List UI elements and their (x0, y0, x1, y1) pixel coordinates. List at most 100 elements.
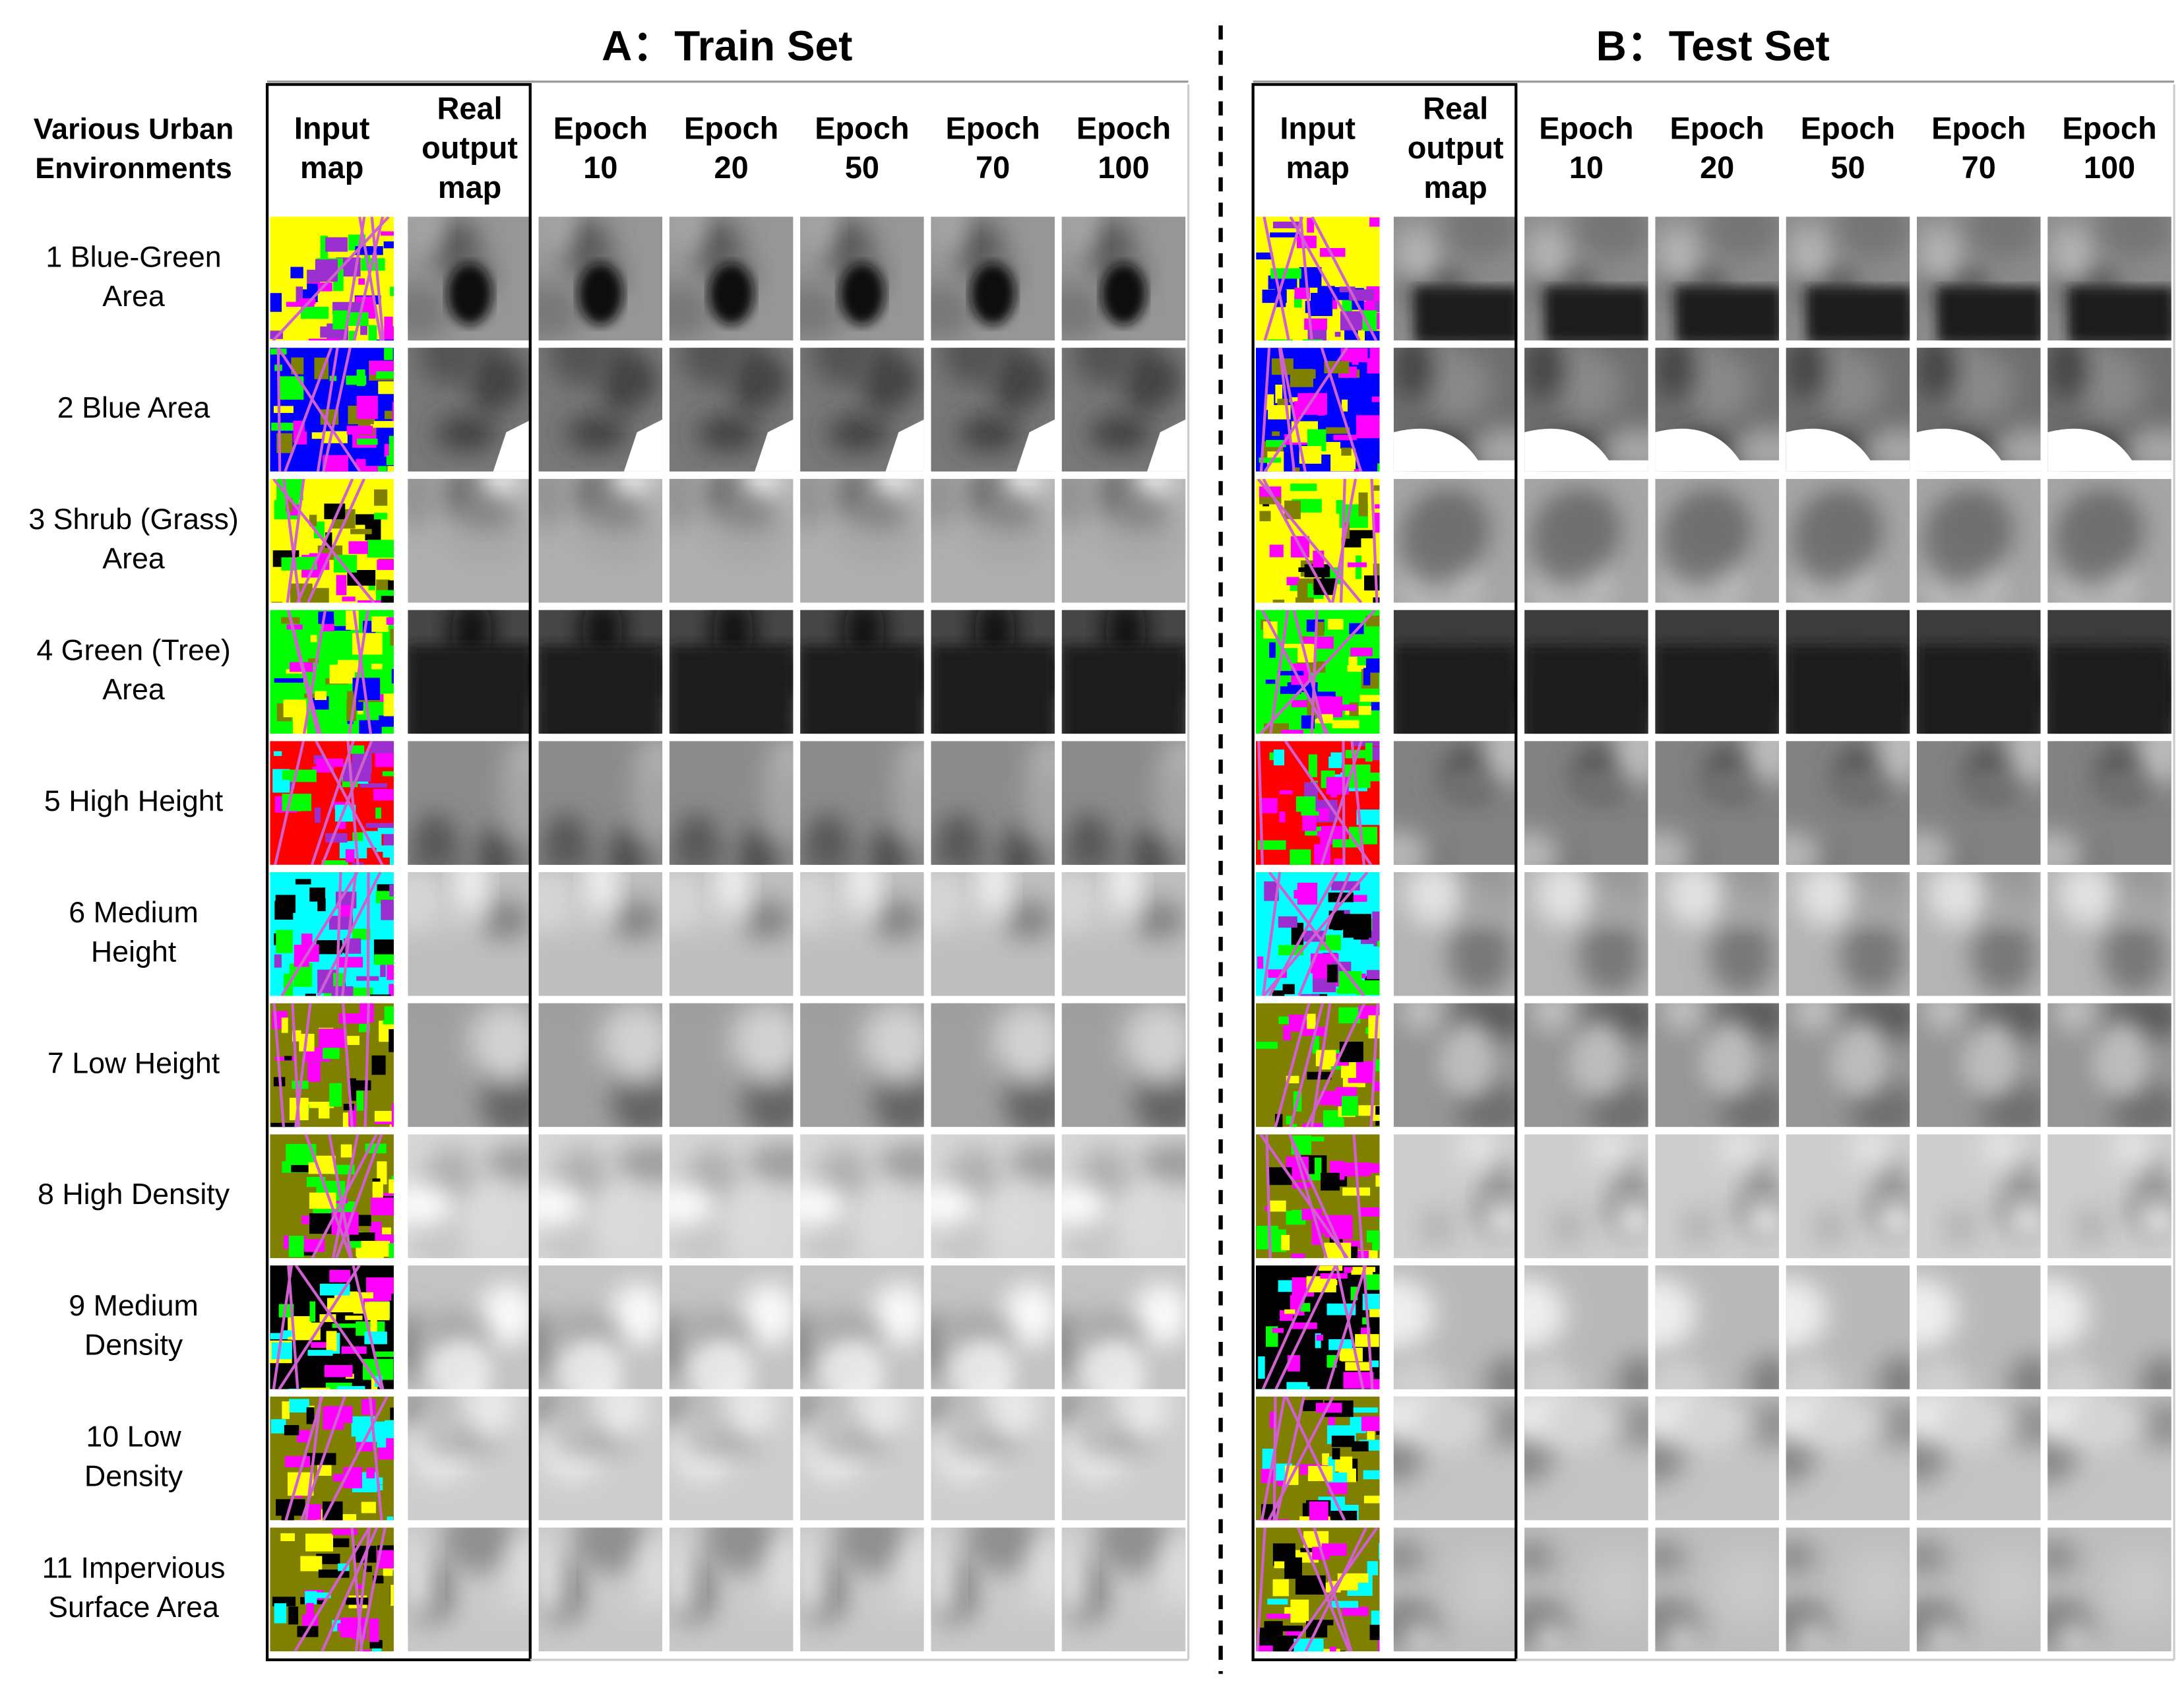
map-block (1379, 1230, 1380, 1252)
row-label-line: 4 Green (Tree) (36, 633, 230, 666)
output-map (1524, 478, 1648, 603)
map-block (292, 713, 307, 734)
map-blob (1746, 741, 1779, 786)
map-blob (1925, 1003, 1962, 1031)
map-block (270, 293, 282, 312)
input-map (1255, 610, 1380, 734)
map-block (332, 1529, 358, 1535)
map-block (389, 850, 394, 865)
map-blob (1584, 1550, 1648, 1622)
output-map (408, 741, 532, 865)
output-map (1061, 478, 1186, 603)
map-block (1269, 1411, 1278, 1428)
output-map (1655, 1134, 1779, 1258)
output-map (1916, 1527, 2041, 1652)
map-block (386, 455, 394, 466)
map-blob (1421, 1207, 1452, 1246)
map-block (1363, 668, 1371, 685)
output-map (538, 1527, 663, 1652)
output-map (1786, 348, 1910, 472)
map-block (284, 1425, 299, 1436)
map-road (1278, 348, 1296, 472)
map-blob (1987, 891, 2030, 921)
map-blob (1746, 1204, 1779, 1237)
map-blob (1981, 1134, 2021, 1166)
map-block (370, 1318, 377, 1340)
map-blob (968, 517, 1049, 565)
map-block (296, 1430, 310, 1443)
map-blob (600, 1003, 663, 1083)
map-blob (1786, 1540, 1818, 1574)
map-road (1261, 610, 1329, 734)
map-blob (1877, 741, 1910, 786)
output-map (1061, 1134, 1186, 1258)
map-road (358, 216, 383, 341)
map-block (1290, 849, 1311, 865)
cell (1655, 1527, 1779, 1652)
map-blob (1131, 901, 1186, 939)
input-map (270, 348, 394, 472)
output-map (2047, 1396, 2171, 1521)
map-blob (931, 1003, 982, 1027)
map-block (391, 1103, 394, 1127)
output-map (800, 1265, 924, 1389)
cell (800, 610, 924, 734)
map-blob (869, 901, 924, 939)
map-blob (637, 1533, 663, 1609)
map-blob (1916, 1540, 1949, 1574)
input-map (270, 1134, 394, 1258)
map-road (284, 1396, 324, 1521)
output-map (1916, 1396, 2041, 1521)
column-header: Input map (1280, 111, 1356, 185)
map-blob (1807, 287, 1910, 341)
map-block (1368, 1360, 1379, 1368)
map-blob (553, 1396, 589, 1456)
cell (1255, 1396, 1380, 1521)
map-block (373, 1575, 384, 1584)
output-map (1916, 216, 2041, 341)
map-block (325, 532, 332, 548)
output-map (538, 1265, 663, 1389)
map-block (1319, 1649, 1340, 1652)
cell (669, 1134, 794, 1258)
column-header-line: Epoch (815, 111, 909, 146)
map-blob (408, 1312, 427, 1381)
map-block (370, 741, 394, 753)
map-block (1362, 1317, 1369, 1325)
map-block (357, 600, 385, 603)
map-blob (573, 1527, 648, 1574)
map-blob (2077, 352, 2146, 422)
map-block (286, 301, 315, 307)
map-blob (1423, 352, 1492, 422)
input-map (270, 872, 394, 996)
map-blob (1484, 1204, 1518, 1237)
output-map (1061, 872, 1186, 996)
map-road (359, 1527, 387, 1652)
cell (538, 478, 663, 603)
row-label-line: Area (102, 673, 165, 706)
map-block (1369, 1624, 1380, 1640)
map-block (1297, 393, 1327, 415)
map-blob (669, 1187, 714, 1224)
map-blob (1878, 1355, 1910, 1389)
cell (669, 1396, 794, 1521)
map-block (1369, 348, 1380, 368)
map-block (361, 726, 373, 734)
output-map (1655, 478, 1779, 603)
output-map (1393, 1265, 1518, 1389)
map-block (1350, 1286, 1358, 1300)
map-blob (466, 1396, 516, 1440)
cell (1524, 216, 1648, 341)
map-blob (408, 282, 452, 341)
map-block (1336, 499, 1344, 514)
map-block (1347, 562, 1367, 567)
map-block (345, 1316, 363, 1320)
map-road (1297, 1527, 1351, 1652)
map-blob (970, 263, 1016, 325)
map-block (273, 751, 282, 756)
map-block (1319, 1265, 1343, 1271)
cell (669, 1265, 794, 1389)
map-block (1377, 463, 1380, 472)
map-road (276, 348, 361, 472)
map-blob (1588, 1134, 1629, 1166)
